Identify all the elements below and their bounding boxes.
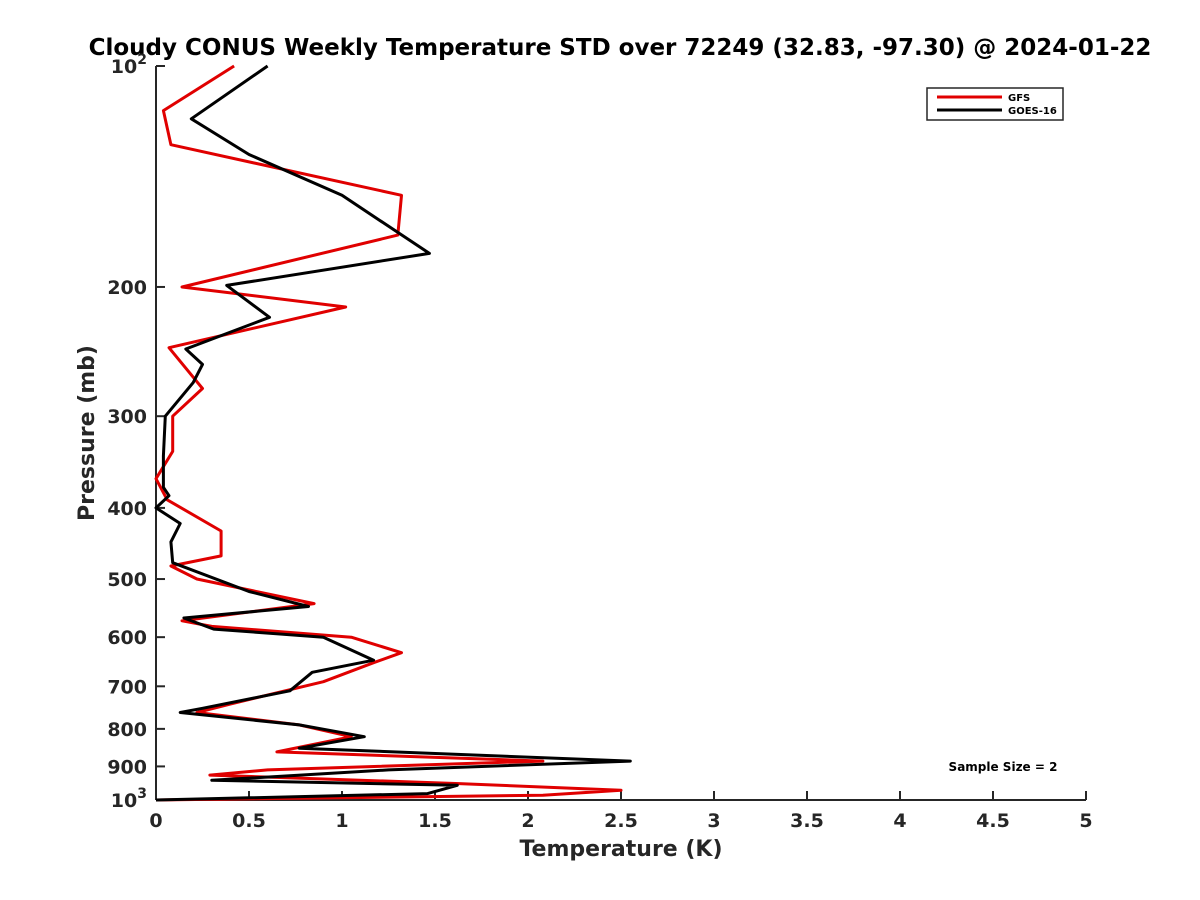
legend: GFS GOES-16 [926, 87, 1064, 121]
x-tick-label: 3 [707, 810, 720, 832]
legend-label: GOES-16 [1008, 106, 1057, 117]
sample-size-annotation: Sample Size = 2 [949, 760, 1058, 774]
x-axis-label: Temperature (K) [519, 837, 722, 862]
x-tick-label: 1.5 [418, 810, 452, 832]
x-tick-label: 0.5 [232, 810, 266, 832]
x-tick-label: 2.5 [604, 810, 638, 832]
y-tick-label: 500 [107, 569, 147, 591]
x-tick-label: 4.5 [976, 810, 1010, 832]
y-ticks: 102 200 300 400 500 600 700 800 900 103 [107, 52, 165, 812]
x-tick-label: 5 [1079, 810, 1092, 832]
x-tick-label: 1 [335, 810, 348, 832]
x-tick-label: 0 [149, 810, 162, 832]
y-tick-label: 103 [111, 786, 147, 812]
y-tick-label: 900 [107, 756, 147, 778]
y-tick-label: 800 [107, 719, 147, 741]
series-lines [154, 64, 632, 802]
chart-title: Cloudy CONUS Weekly Temperature STD over… [89, 35, 1152, 61]
y-tick-label: 102 [111, 52, 147, 78]
y-tick-label: 400 [107, 498, 147, 520]
series-line-goes-16 [154, 64, 632, 802]
x-tick-label: 3.5 [790, 810, 824, 832]
legend-box [926, 87, 1064, 121]
series-line-gfs [154, 64, 623, 802]
x-tick-label: 4 [893, 810, 906, 832]
y-axis-label: Pressure (mb) [75, 345, 100, 521]
x-ticks: 0 0.5 1 1.5 2 2.5 3 3.5 4 4.5 5 [149, 791, 1093, 832]
y-tick-label: 700 [107, 676, 147, 698]
x-tick-label: 2 [521, 810, 534, 832]
y-tick-label: 300 [107, 406, 147, 428]
y-tick-label: 600 [107, 627, 147, 649]
y-tick-label: 200 [107, 277, 147, 299]
legend-label: GFS [1008, 93, 1030, 104]
